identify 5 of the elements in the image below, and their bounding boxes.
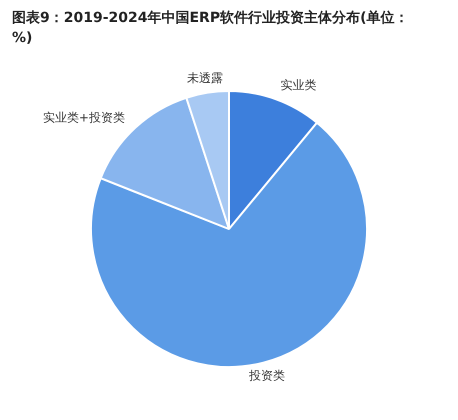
slice-label: 实业类 bbox=[280, 78, 316, 92]
chart-title: 图表9：2019-2024年中国ERP软件行业投资主体分布(单位：%) bbox=[11, 8, 410, 48]
slice-label: 实业类+投资类 bbox=[42, 110, 125, 124]
slice-label: 投资类 bbox=[248, 368, 285, 382]
slice-label: 未透露 bbox=[187, 70, 224, 85]
